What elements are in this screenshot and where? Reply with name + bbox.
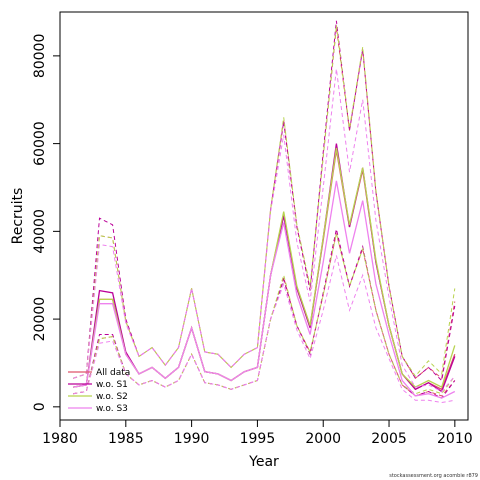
series-w-o-s3-upper-line [73,68,456,393]
series-w-o-s2-upper-line [73,25,456,379]
legend: All data w.o. S1 w.o. S2 w.o. S3 [68,368,130,414]
y-axis: 0 20000 40000 60000 80000 [32,34,60,411]
y-tick-label: 80000 [32,34,48,79]
y-tick-label: 20000 [32,297,48,342]
x-tick-label: 2010 [437,431,473,447]
watermark: stockassessment.org acombie r879 [389,473,478,479]
series-w-o-s3-line [73,180,456,399]
y-tick-label: 60000 [32,121,48,166]
y-axis-title: Recruits [10,188,26,245]
series-layer [73,20,456,404]
x-axis-title: Year [248,454,279,470]
x-tick-label: 2000 [305,431,341,447]
x-tick-label: 2005 [371,431,407,447]
y-tick-label: 40000 [32,209,48,254]
series-w-o-s3-lower-line [73,255,455,404]
x-tick-label: 1980 [42,431,78,447]
y-tick-label: 0 [32,402,48,411]
legend-label-all-data: All data [96,368,130,378]
plot-frame [59,11,469,421]
x-axis: 1980 1985 1990 1995 2000 2005 2010 [42,420,473,447]
legend-label-w-o-s3: w.o. S3 [96,404,128,414]
x-tick-label: 1990 [174,431,210,447]
x-tick-label: 1985 [108,431,144,447]
legend-label-w-o-s1: w.o. S1 [96,380,128,390]
legend-label-w-o-s2: w.o. S2 [96,392,128,402]
x-tick-label: 1995 [240,431,276,447]
